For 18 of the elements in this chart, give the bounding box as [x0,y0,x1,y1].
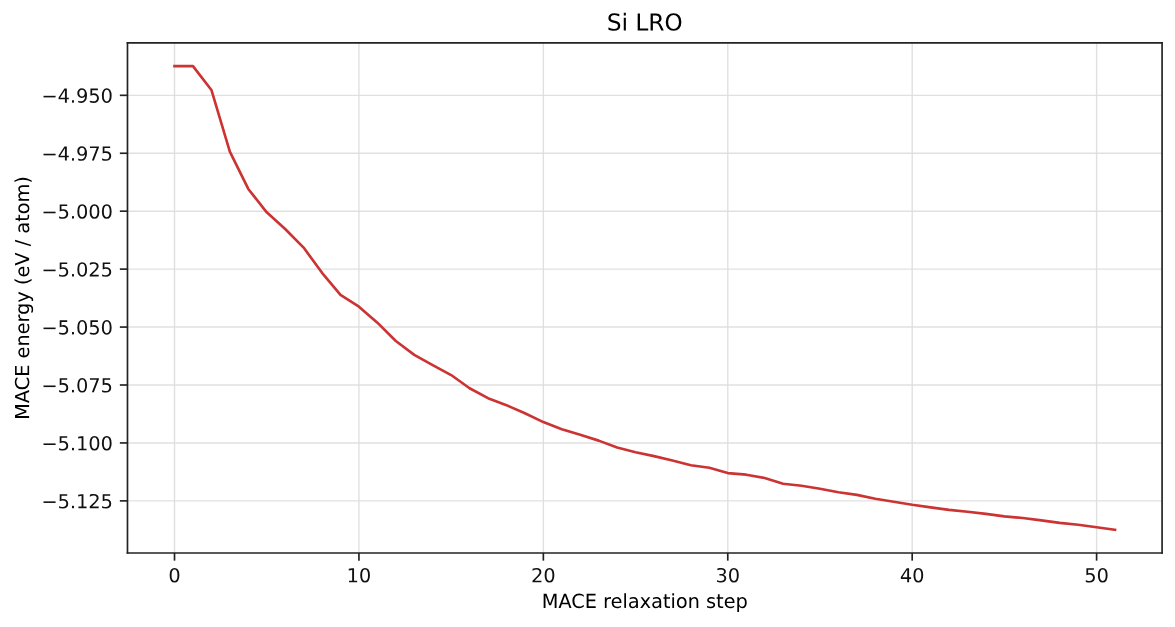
y-tick-label: −5.050 [43,320,112,335]
x-axis-title: MACE relaxation step [543,593,747,612]
line-series [173,64,1117,532]
y-tick-label: −5.125 [43,493,112,509]
x-tick-label: 0 [169,567,180,583]
x-tick-label: 20 [532,567,555,583]
x-tick-label: 30 [716,567,739,583]
x-tick-label: 40 [900,567,924,583]
x-tick-label: 10 [348,567,370,583]
y-tick-label: −5.075 [43,378,112,393]
chart-title: Si LRO [608,12,682,31]
y-tick-label: −4.950 [43,88,112,103]
y-tick-label: −4.975 [43,146,112,161]
y-tick-label: −5.000 [43,204,112,219]
y-axis-title: MACE energy (eV / atom) [14,177,34,418]
x-tick-label: 50 [1085,567,1108,583]
y-tick-label: −5.025 [43,262,112,277]
y-tick-label: −5.100 [43,435,112,451]
